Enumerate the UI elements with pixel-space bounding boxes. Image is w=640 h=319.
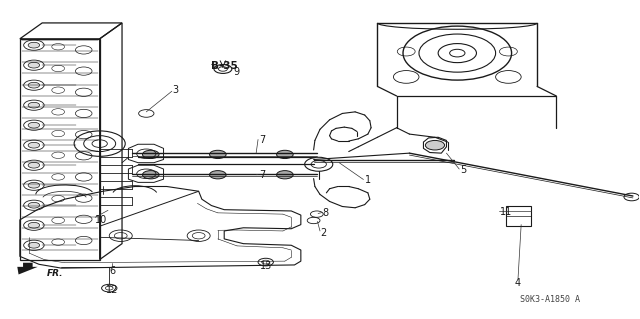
Circle shape (276, 150, 293, 159)
Text: 10: 10 (95, 215, 108, 225)
Text: S0K3-A1850 A: S0K3-A1850 A (520, 295, 580, 304)
Circle shape (28, 102, 40, 108)
Text: 11: 11 (500, 207, 513, 217)
Text: 4: 4 (515, 278, 521, 288)
Text: 1: 1 (365, 175, 371, 185)
Circle shape (143, 171, 159, 179)
Text: 13: 13 (260, 261, 272, 271)
Circle shape (28, 242, 40, 248)
Text: 5: 5 (461, 165, 467, 175)
Text: 12: 12 (106, 285, 118, 295)
Circle shape (276, 171, 293, 179)
Circle shape (28, 162, 40, 168)
Text: 3: 3 (172, 85, 178, 95)
Circle shape (143, 150, 159, 159)
Circle shape (28, 122, 40, 128)
Text: B-35: B-35 (211, 61, 238, 71)
Circle shape (28, 82, 40, 88)
Circle shape (426, 140, 445, 150)
Circle shape (28, 62, 40, 68)
Circle shape (28, 222, 40, 228)
Text: FR.: FR. (47, 269, 63, 278)
Text: 8: 8 (322, 209, 328, 219)
Circle shape (28, 182, 40, 188)
Circle shape (28, 142, 40, 148)
Text: 6: 6 (109, 266, 115, 276)
Text: 7: 7 (259, 170, 266, 180)
Text: 7: 7 (259, 136, 266, 145)
Polygon shape (17, 263, 38, 274)
Circle shape (209, 171, 226, 179)
Text: 2: 2 (320, 227, 326, 238)
Circle shape (28, 202, 40, 208)
Text: 9: 9 (234, 67, 240, 77)
Circle shape (209, 150, 226, 159)
Circle shape (28, 42, 40, 48)
